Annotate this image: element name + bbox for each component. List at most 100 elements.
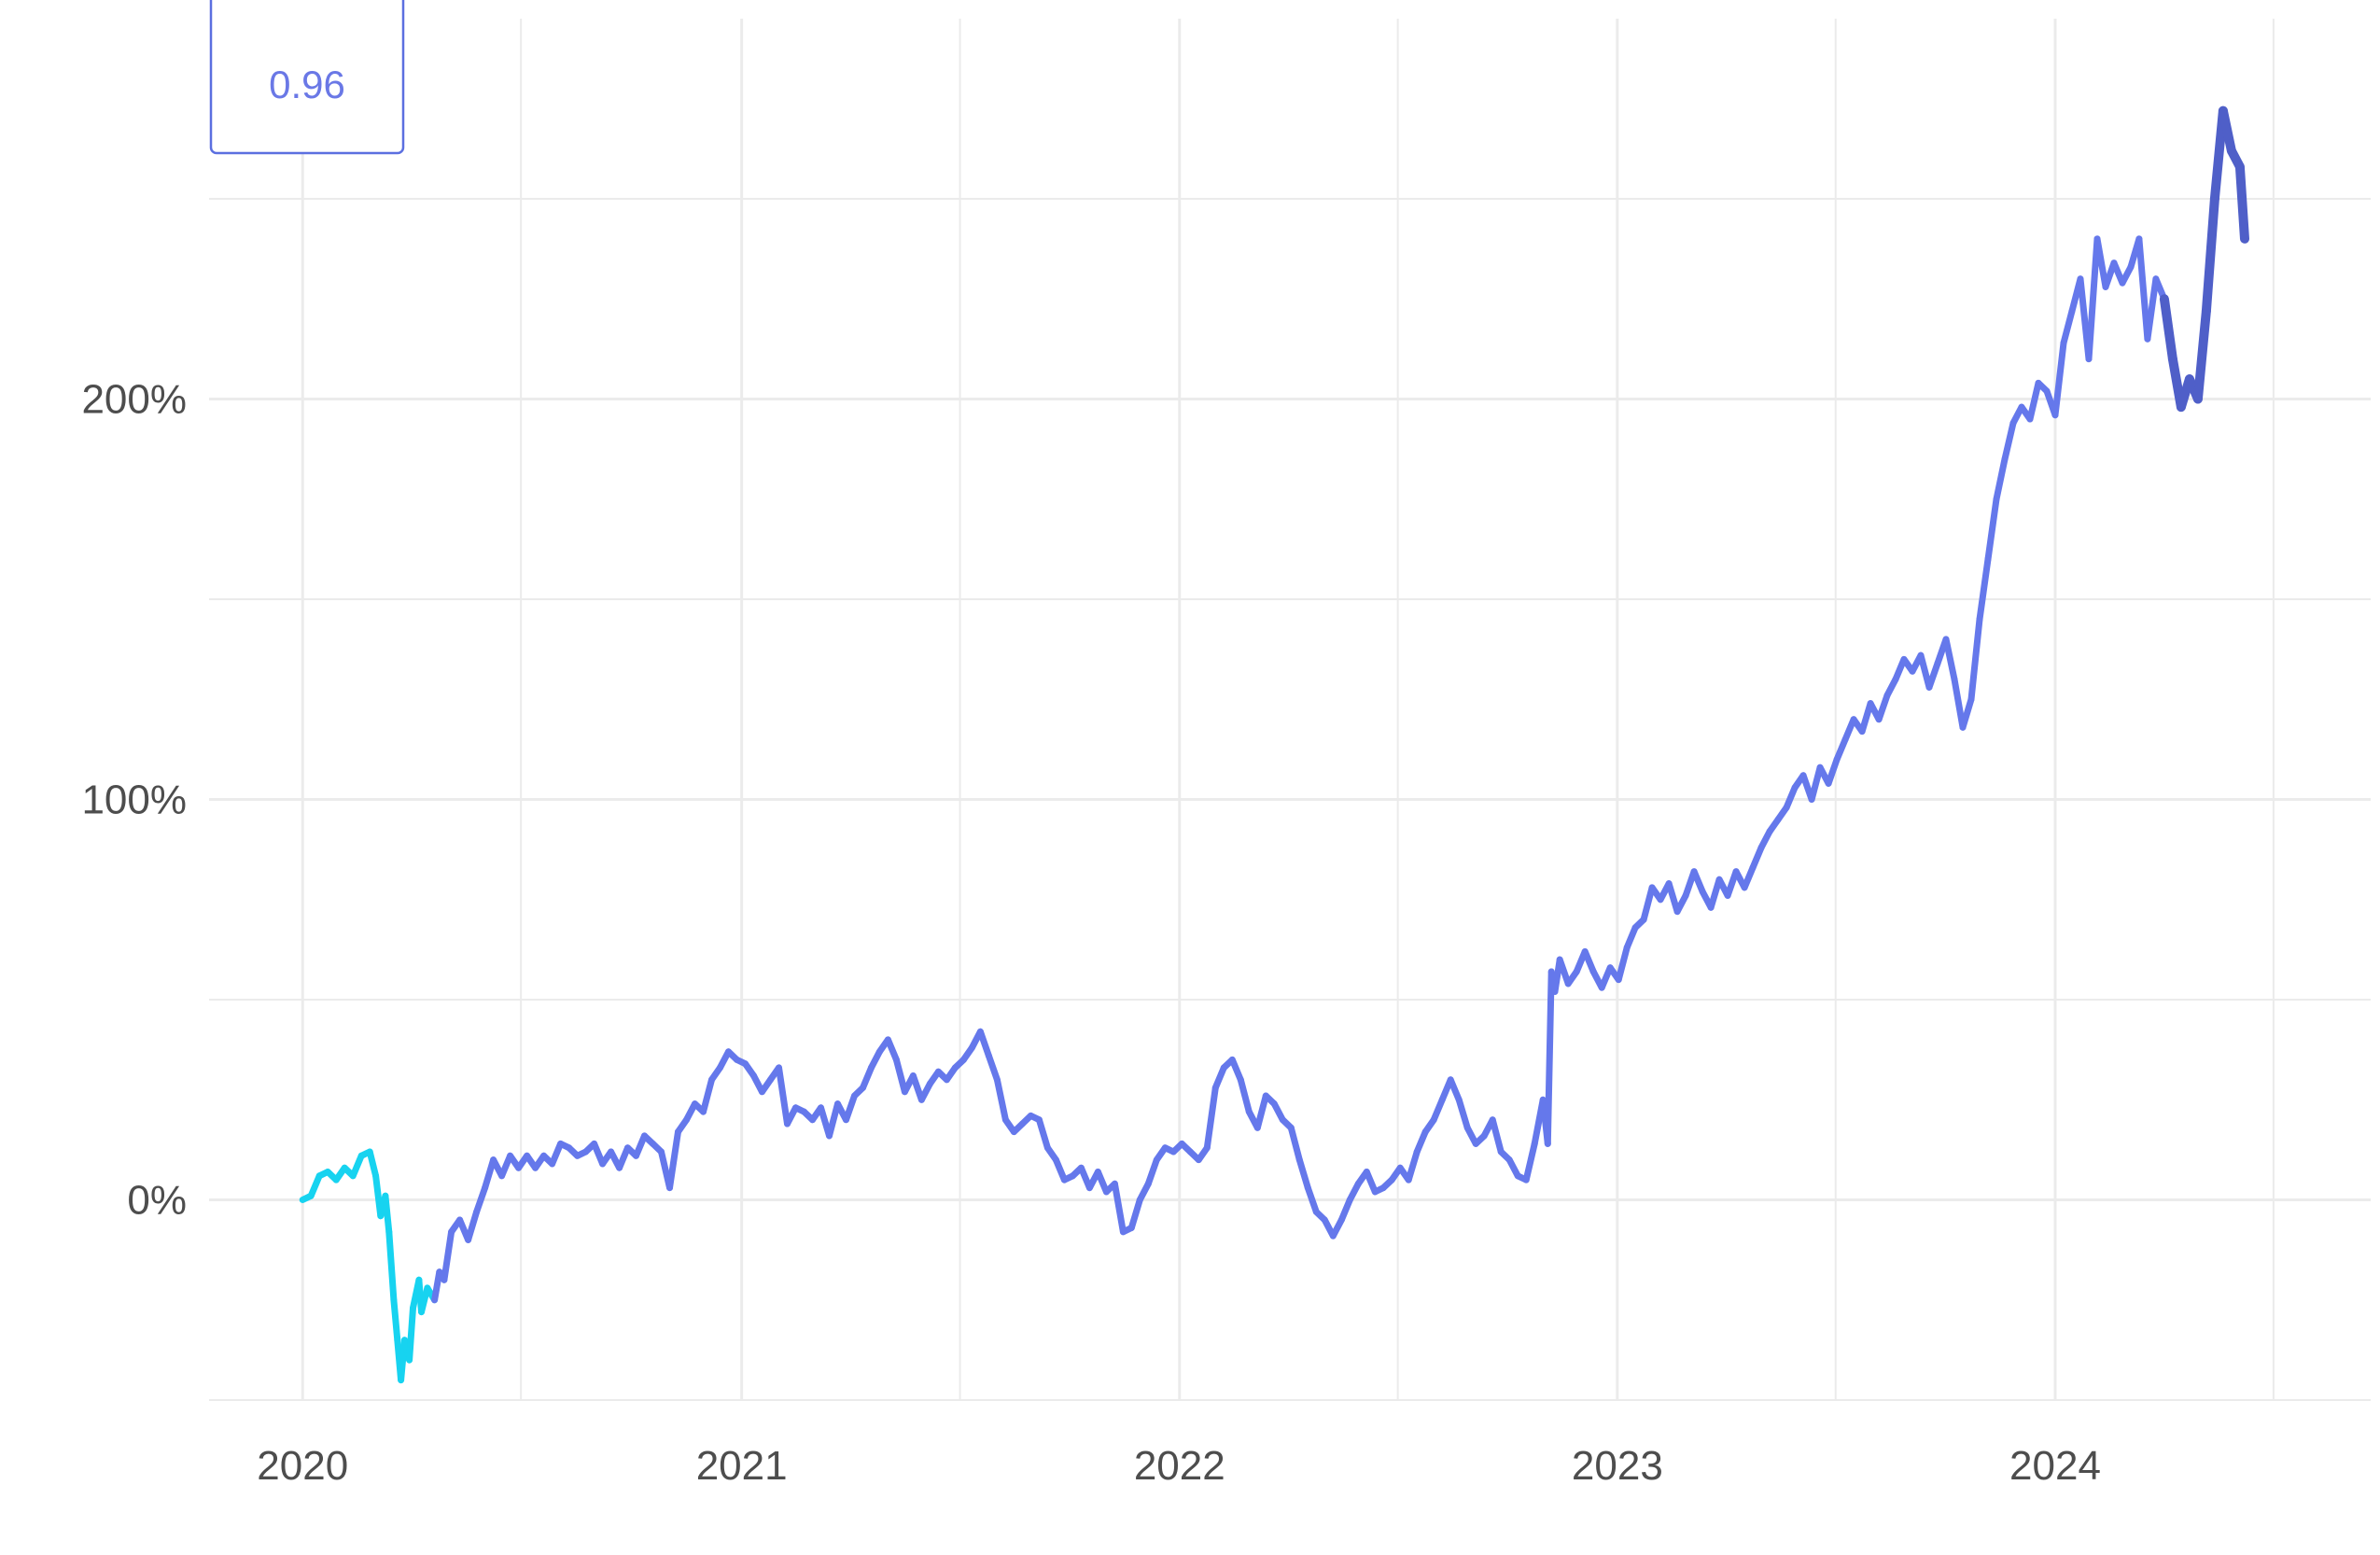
series-segment <box>1127 1197 1143 1231</box>
series-segment <box>2201 194 2219 316</box>
series-segment <box>1430 1096 1446 1124</box>
series-segment <box>307 1172 323 1199</box>
series-segment <box>2026 379 2042 423</box>
series-segment <box>1942 636 1958 683</box>
series-segment <box>1959 695 1975 731</box>
series-segment <box>1967 616 1983 703</box>
series-segment <box>993 1076 1009 1124</box>
series-segment <box>1556 956 1572 988</box>
series-segment <box>1951 676 1967 731</box>
series-segment <box>1413 1128 1429 1156</box>
x-tick-label: 2022 <box>1134 1443 1225 1489</box>
series-segment <box>1640 884 1656 923</box>
series-segment <box>976 1028 992 1059</box>
x-tick-label: 2023 <box>1572 1443 1663 1489</box>
series-segment <box>1833 735 1849 763</box>
series-segment <box>1144 1156 1160 1187</box>
y-tick-label: 200% <box>81 377 187 423</box>
series-segment <box>1489 1116 1505 1156</box>
series-segment <box>2001 419 2017 463</box>
grid-lines <box>209 19 2371 1401</box>
series-segment <box>1741 863 1757 891</box>
series-segment <box>1690 868 1706 895</box>
series-segment <box>441 1228 455 1283</box>
series-segment <box>1237 1076 1253 1115</box>
series-segment <box>633 1132 648 1159</box>
series-segment <box>1707 876 1723 911</box>
legend-label: 0.96 <box>269 63 345 106</box>
series-segment <box>1581 948 1597 975</box>
series-segment <box>884 1036 900 1063</box>
series-segment <box>843 1092 858 1124</box>
series-segment <box>1405 1148 1421 1184</box>
series-segment <box>1363 1169 1379 1196</box>
series-segment <box>826 1100 841 1140</box>
legend-box <box>209 0 405 155</box>
series-segment <box>382 1192 393 1236</box>
series-segment <box>2159 294 2177 364</box>
series-segment <box>1035 1116 1051 1152</box>
series-segment <box>1455 1096 1471 1131</box>
series-segment <box>2085 235 2101 363</box>
series-segment <box>666 1128 681 1192</box>
x-tick-label: 2024 <box>2009 1443 2101 1489</box>
series-segment <box>2234 161 2249 244</box>
series-segment <box>390 1296 401 1344</box>
series-segment <box>1203 1084 1219 1152</box>
series-segment <box>1211 1064 1227 1091</box>
series-segment <box>349 1152 365 1180</box>
series-segment <box>2060 307 2076 346</box>
series-segment <box>406 1304 416 1364</box>
series-segment <box>1228 1056 1244 1084</box>
series-segment <box>1337 1197 1353 1224</box>
series-segment <box>1304 1184 1320 1215</box>
series-segment <box>2218 105 2236 156</box>
series-segment <box>473 1184 489 1215</box>
series-segment <box>1749 844 1765 871</box>
series-segment <box>1858 700 1874 735</box>
y-tick-label: 100% <box>81 778 187 823</box>
series-segment <box>1544 968 1555 1147</box>
series-segment <box>1808 763 1824 803</box>
series-segment <box>1522 1140 1538 1184</box>
series-segment <box>1447 1076 1463 1103</box>
series-segment <box>366 1148 380 1180</box>
series-segment <box>1623 924 1639 951</box>
series-segment <box>1993 455 2009 503</box>
series-segment <box>1295 1156 1311 1192</box>
series-segment <box>776 1064 791 1128</box>
series-segment <box>2051 340 2067 419</box>
x-tick-label: 2021 <box>696 1443 788 1489</box>
legend: 0.96 <box>209 0 405 155</box>
series-segment <box>465 1208 481 1243</box>
series-segment <box>2144 275 2160 343</box>
x-tick-label: 2020 <box>257 1443 348 1489</box>
series-segment <box>1287 1124 1303 1164</box>
series-segment <box>985 1052 1001 1084</box>
series-segment <box>616 1144 631 1171</box>
series-segment <box>1976 555 1992 623</box>
series-segment <box>1825 756 1841 787</box>
series-segment <box>385 1228 398 1304</box>
series-segment <box>1875 692 1891 723</box>
series-segment <box>2135 235 2151 343</box>
series-segment <box>1111 1180 1127 1236</box>
series-segment <box>482 1156 497 1192</box>
y-axis-tick-labels: 0% 100% 200% <box>81 377 187 1224</box>
series-segment <box>1783 784 1799 811</box>
series-segment <box>892 1056 908 1096</box>
series-line <box>299 105 2249 1384</box>
series-segment <box>1615 944 1631 984</box>
series-segment <box>1925 660 1941 691</box>
series-segment <box>2192 306 2211 404</box>
series-segment <box>2093 235 2109 290</box>
series-segment <box>1984 496 2000 563</box>
series-segment <box>1094 1169 1110 1196</box>
series-segment <box>860 1064 875 1091</box>
series-segment <box>700 1076 715 1115</box>
series-segment <box>1665 880 1681 916</box>
series-segment <box>1253 1092 1269 1131</box>
x-axis-tick-labels: 2020 2021 2022 2023 2024 <box>257 1443 2101 1489</box>
